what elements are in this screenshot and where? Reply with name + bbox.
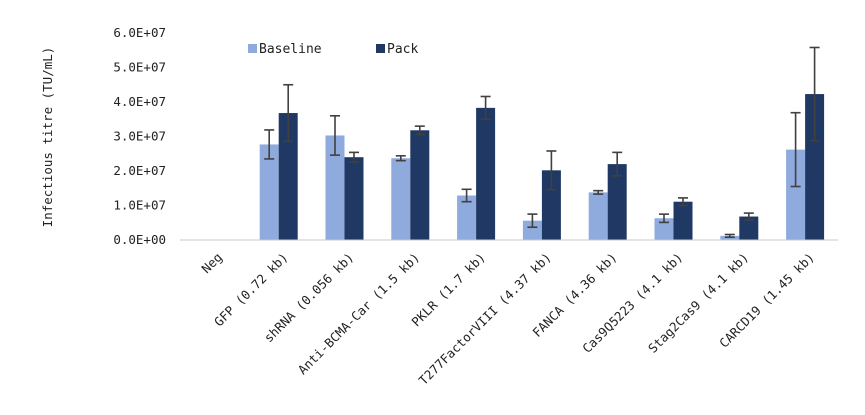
error-bar-baseline-6 — [593, 189, 604, 195]
y-tick-label: 3.0E+07 — [113, 129, 166, 144]
error-bar-pack-6 — [612, 151, 623, 177]
y-axis-label: Infectious titre (TU/mL) — [40, 47, 55, 228]
error-bar-pack-8 — [743, 212, 754, 221]
error-bar-pack-7 — [678, 197, 688, 207]
legend-item-baseline: Baseline — [248, 42, 322, 57]
y-tick-label: 1.0E+07 — [113, 198, 166, 213]
error-bar-pack-5 — [546, 150, 557, 191]
error-bar-baseline-4 — [461, 188, 472, 203]
bar-baseline-7 — [654, 218, 674, 240]
bar-pack-8 — [739, 216, 759, 240]
legend-item-pack: Pack — [376, 42, 418, 57]
error-bar-pack-2 — [349, 151, 359, 163]
bar-pack-7 — [673, 201, 693, 240]
y-tick-label: 4.0E+07 — [113, 94, 166, 109]
error-bar-pack-4 — [480, 95, 491, 121]
bar-baseline-4 — [457, 195, 477, 240]
bar-pack-6 — [607, 164, 627, 240]
legend-swatch — [376, 44, 385, 53]
y-tick-label: 0.0E+00 — [113, 232, 166, 247]
bar-pack-9 — [805, 94, 825, 240]
x-tick-label: Neg — [198, 250, 225, 277]
error-bar-pack-9 — [809, 46, 820, 142]
legend-swatch — [248, 44, 257, 53]
error-bar-baseline-5 — [527, 213, 538, 229]
x-tick-label: Anti-BCMA-Car (1.5 kb) — [295, 250, 423, 378]
error-bar-baseline-8 — [724, 233, 735, 239]
bar-pack-2 — [344, 157, 364, 240]
bar-pack-5 — [541, 170, 561, 240]
legend-label: Baseline — [259, 42, 322, 57]
bar-baseline-2 — [325, 135, 345, 240]
y-tick-label: 6.0E+07 — [113, 25, 166, 40]
legend-label: Pack — [387, 42, 418, 57]
bar-baseline-9 — [786, 149, 806, 240]
bar-pack-3 — [410, 130, 430, 240]
bar-series-group — [259, 94, 825, 241]
bar-baseline-6 — [588, 192, 608, 240]
x-tick-label: T277FactorVIII (4.37 kb) — [416, 250, 554, 388]
y-tick-label: 2.0E+07 — [113, 163, 166, 178]
error-bar-baseline-2 — [330, 115, 340, 156]
y-tick-label: 5.0E+07 — [113, 60, 166, 75]
bar-pack-1 — [278, 113, 298, 240]
legend: Baseline Pack — [248, 42, 418, 57]
error-bar-baseline-9 — [790, 111, 801, 188]
error-bar-group — [264, 46, 820, 239]
bar-baseline-1 — [259, 144, 279, 240]
error-bar-baseline-7 — [659, 213, 669, 224]
error-bar-pack-3 — [414, 125, 425, 136]
error-bar-pack-1 — [283, 83, 294, 143]
bar-pack-4 — [476, 107, 496, 241]
error-bar-baseline-3 — [395, 155, 406, 162]
bar-baseline-3 — [391, 158, 411, 240]
bar-baseline-5 — [522, 220, 542, 240]
y-axis-ticks: 0.0E+00 1.0E+07 2.0E+07 3.0E+07 4.0E+07 5.0E+… — [113, 25, 166, 247]
error-bar-baseline-1 — [264, 129, 275, 160]
